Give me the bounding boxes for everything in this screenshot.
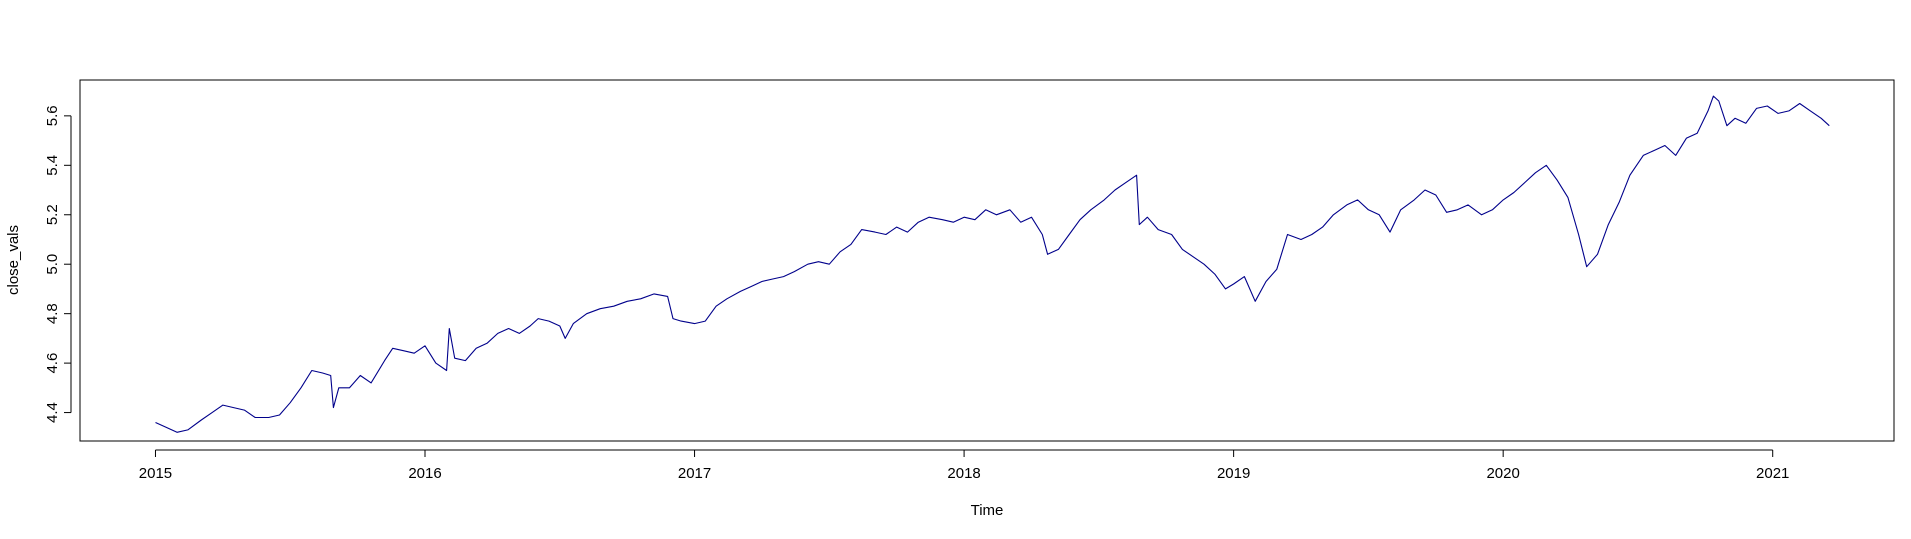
- y-tick-label: 4.6: [44, 353, 61, 374]
- y-axis: 4.4 4.6 4.8 5.0 5.2 5.4 5.6: [44, 105, 72, 423]
- x-axis: 2015 2016 2017 2018 2019 2020 2021: [139, 449, 1789, 482]
- x-tick-label: 2017: [678, 465, 711, 482]
- x-tick-label: 2015: [139, 465, 172, 482]
- y-tick-label: 5.0: [44, 254, 61, 275]
- x-tick-label: 2018: [947, 465, 980, 482]
- y-tick-label: 5.6: [44, 105, 61, 126]
- y-tick-label: 5.2: [44, 204, 61, 225]
- plot-frame: [79, 79, 1895, 442]
- y-tick-label: 4.4: [44, 402, 61, 423]
- y-axis-label: close_vals: [5, 225, 22, 295]
- close-vals-series-line: [155, 95, 1830, 433]
- y-tick-label: 5.4: [44, 155, 61, 176]
- x-tick-label: 2021: [1756, 465, 1789, 482]
- x-tick-label: 2016: [408, 465, 441, 482]
- x-axis-label: Time: [971, 502, 1004, 519]
- x-tick-label: 2020: [1486, 465, 1519, 482]
- y-tick-label: 4.8: [44, 303, 61, 324]
- x-tick-label: 2019: [1217, 465, 1250, 482]
